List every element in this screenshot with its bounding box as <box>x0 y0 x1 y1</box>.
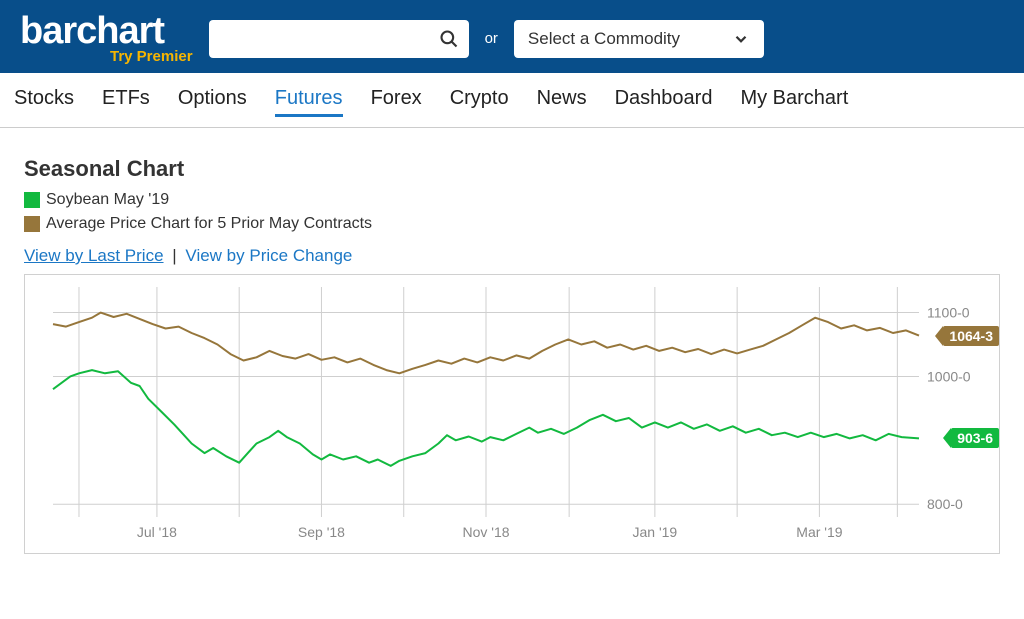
svg-text:1000-0: 1000-0 <box>927 368 971 384</box>
legend-row: Average Price Chart for 5 Prior May Cont… <box>24 212 1004 236</box>
legend-row: Soybean May '19 <box>24 188 1004 212</box>
svg-text:Jan '19: Jan '19 <box>633 524 678 540</box>
chart-title: Seasonal Chart <box>24 156 1004 182</box>
svg-text:Sep '18: Sep '18 <box>298 524 345 540</box>
legend-label: Average Price Chart for 5 Prior May Cont… <box>46 212 372 236</box>
nav-item-dashboard[interactable]: Dashboard <box>615 87 713 117</box>
chart-legend: Soybean May '19Average Price Chart for 5… <box>24 188 1004 236</box>
search-input[interactable] <box>209 20 469 58</box>
svg-text:800-0: 800-0 <box>927 496 963 512</box>
svg-text:1100-0: 1100-0 <box>927 305 970 321</box>
price-tag-soybean: 903-6 <box>951 428 999 448</box>
legend-swatch <box>24 192 40 208</box>
main-nav: Stocks ETFs Options Futures Forex Crypto News D… <box>0 73 1024 128</box>
nav-item-crypto[interactable]: Crypto <box>450 87 509 117</box>
logo[interactable]: barchart <box>20 12 164 50</box>
nav-item-my-barchart[interactable]: My Barchart <box>740 87 848 117</box>
commodity-select[interactable]: Select a Commodity <box>514 20 764 58</box>
nav-item-etfs[interactable]: ETFs <box>102 87 150 117</box>
seasonal-chart: 1100-0 1000-0 800-0 Jul '18 Sep '18 Nov '18 Ja… <box>24 274 1000 554</box>
svg-text:Nov '18: Nov '18 <box>462 524 509 540</box>
logo-area: barchart Try Premier <box>20 12 193 65</box>
nav-item-stocks[interactable]: Stocks <box>14 87 74 117</box>
view-mode-links: View by Last Price | View by Price Chang… <box>24 246 1004 266</box>
nav-item-news[interactable]: News <box>537 87 587 117</box>
search-wrap <box>209 20 469 58</box>
or-label: or <box>485 30 498 47</box>
view-by-last-price-link[interactable]: View by Last Price <box>24 246 164 265</box>
search-icon[interactable] <box>439 29 459 49</box>
price-tag-average: 1064-3 <box>943 326 999 346</box>
svg-text:Mar '19: Mar '19 <box>796 524 842 540</box>
chart-svg: 1100-0 1000-0 800-0 Jul '18 Sep '18 Nov '18 Ja… <box>29 279 997 551</box>
separator: | <box>172 246 176 265</box>
commodity-select-wrap: Select a Commodity <box>514 20 764 58</box>
content-area: Seasonal Chart Soybean May '19Average Pr… <box>0 128 1024 574</box>
legend-swatch <box>24 216 40 232</box>
view-by-price-change-link[interactable]: View by Price Change <box>185 246 352 265</box>
legend-label: Soybean May '19 <box>46 188 169 212</box>
svg-text:Jul '18: Jul '18 <box>137 524 177 540</box>
nav-item-forex[interactable]: Forex <box>371 87 422 117</box>
top-header: barchart Try Premier or Select a Commodi… <box>0 0 1024 73</box>
try-premier-link[interactable]: Try Premier <box>110 48 193 65</box>
nav-item-futures[interactable]: Futures <box>275 87 343 117</box>
nav-item-options[interactable]: Options <box>178 87 247 117</box>
